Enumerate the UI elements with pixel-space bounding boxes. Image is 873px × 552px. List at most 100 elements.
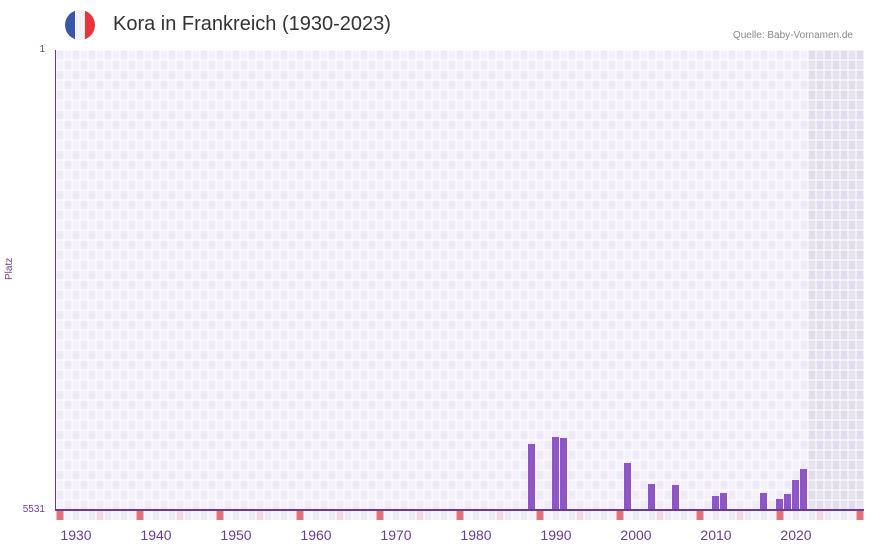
year-marker — [848, 511, 856, 520]
year-marker — [448, 511, 456, 520]
year-marker — [584, 511, 592, 520]
year-marker — [224, 511, 232, 520]
year-marker — [408, 511, 416, 520]
x-tick-1950: 1950 — [220, 527, 252, 543]
year-marker — [176, 511, 184, 520]
year-marker — [816, 511, 824, 520]
year-marker — [104, 511, 112, 520]
year-marker — [320, 511, 328, 520]
year-marker — [496, 511, 504, 520]
x-tick-2000: 2000 — [620, 527, 652, 543]
year-marker — [792, 511, 800, 520]
year-marker — [64, 511, 72, 520]
x-tick-2010: 2010 — [700, 527, 732, 543]
year-marker — [776, 511, 784, 520]
year-marker — [544, 511, 552, 520]
france-flag-icon — [65, 10, 95, 40]
x-tick-1940: 1940 — [140, 527, 172, 543]
year-marker — [352, 511, 360, 520]
year-marker — [56, 511, 64, 520]
year-marker — [728, 511, 736, 520]
bar-1991 — [560, 438, 567, 510]
year-marker — [768, 511, 776, 520]
x-tick-1990: 1990 — [540, 527, 572, 543]
bar-1999 — [624, 463, 631, 510]
bar-1987 — [528, 444, 535, 510]
bar-2002 — [648, 484, 655, 510]
year-marker — [336, 511, 344, 520]
year-marker — [512, 511, 520, 520]
plot-area — [56, 50, 864, 510]
year-marker — [624, 511, 632, 520]
year-marker — [856, 511, 864, 520]
year-marker — [232, 511, 240, 520]
bar-1990 — [552, 437, 559, 510]
bar-2016 — [760, 493, 767, 510]
year-marker — [360, 511, 368, 520]
year-marker — [184, 511, 192, 520]
x-tick-1960: 1960 — [300, 527, 332, 543]
year-marker — [808, 511, 816, 520]
year-marker — [328, 511, 336, 520]
year-marker — [680, 511, 688, 520]
bar-2020 — [792, 480, 799, 510]
year-marker — [456, 511, 464, 520]
year-marker — [168, 511, 176, 520]
year-marker — [272, 511, 280, 520]
year-marker — [600, 511, 608, 520]
year-marker — [296, 511, 304, 520]
bar-2018 — [776, 499, 783, 510]
year-marker — [656, 511, 664, 520]
year-marker — [536, 511, 544, 520]
year-marker — [840, 511, 848, 520]
x-tick-1980: 1980 — [460, 527, 492, 543]
year-marker — [264, 511, 272, 520]
year-marker — [112, 511, 120, 520]
year-marker — [384, 511, 392, 520]
source-label: Quelle: Baby-Vornamen.de — [732, 30, 853, 41]
year-marker — [376, 511, 384, 520]
year-marker — [568, 511, 576, 520]
year-marker — [464, 511, 472, 520]
year-marker — [712, 511, 720, 520]
year-marker — [152, 511, 160, 520]
bar-2019 — [784, 494, 791, 510]
year-marker — [80, 511, 88, 520]
y-tick-bottom: 5531 — [22, 504, 45, 515]
year-marker — [248, 511, 256, 520]
year-marker — [696, 511, 704, 520]
year-marker — [520, 511, 528, 520]
year-marker — [392, 511, 400, 520]
year-marker — [96, 511, 104, 520]
year-marker — [632, 511, 640, 520]
year-marker — [120, 511, 128, 520]
year-marker — [552, 511, 560, 520]
year-marker — [288, 511, 296, 520]
y-axis-label: Platz — [4, 257, 15, 280]
chart-title: Kora in Frankreich (1930-2023) — [113, 13, 391, 35]
year-marker — [664, 511, 672, 520]
year-marker — [824, 511, 832, 520]
year-marker — [200, 511, 208, 520]
year-marker — [616, 511, 624, 520]
year-marker — [784, 511, 792, 520]
year-marker — [832, 511, 840, 520]
year-marker — [88, 511, 96, 520]
x-tick-1930: 1930 — [60, 527, 92, 543]
year-marker — [672, 511, 680, 520]
year-marker — [312, 511, 320, 520]
year-marker — [136, 511, 144, 520]
year-marker — [576, 511, 584, 520]
year-marker — [528, 511, 536, 520]
year-marker — [208, 511, 216, 520]
y-axis — [55, 50, 56, 511]
decade-markers — [56, 511, 864, 520]
year-marker — [704, 511, 712, 520]
bar-2005 — [672, 485, 679, 510]
year-marker — [424, 511, 432, 520]
year-marker — [344, 511, 352, 520]
x-tick-1970: 1970 — [380, 527, 412, 543]
year-marker — [72, 511, 80, 520]
x-tick-2020: 2020 — [780, 527, 812, 543]
year-marker — [608, 511, 616, 520]
